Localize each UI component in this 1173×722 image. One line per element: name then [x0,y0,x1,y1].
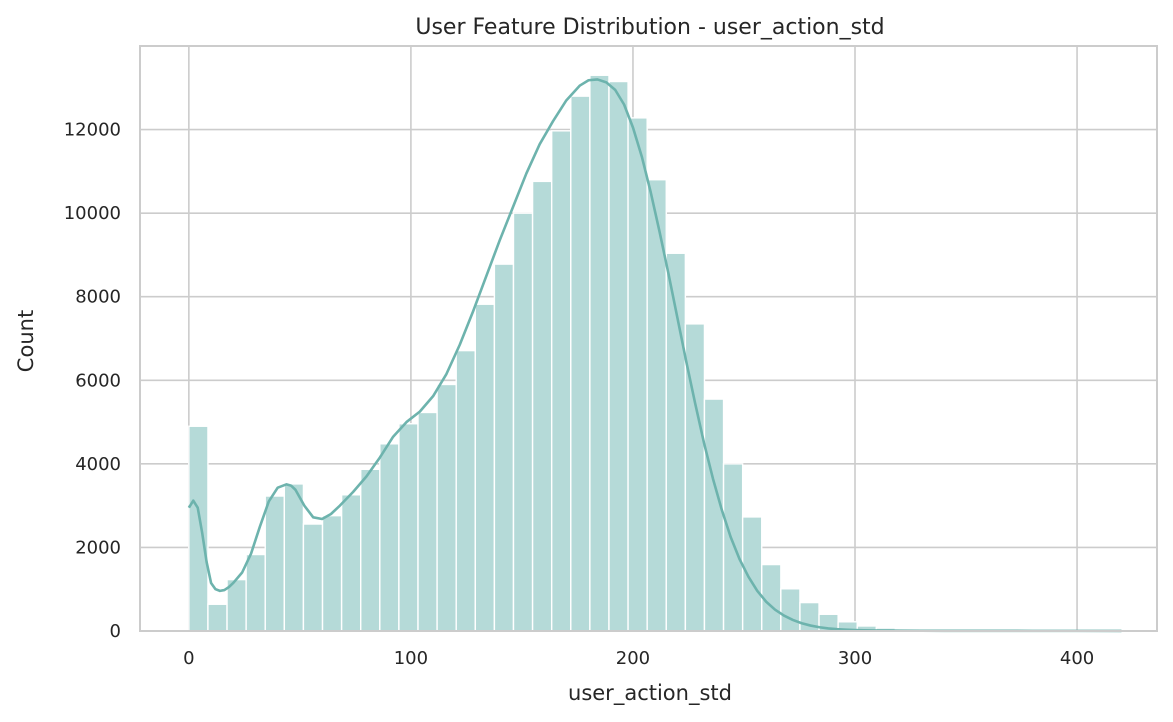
x-axis-label: user_action_std [568,681,732,706]
x-tick-label: 200 [616,648,650,669]
histogram-bar [207,603,228,632]
y-tick-label: 10000 [64,203,121,224]
histogram-bar [455,349,476,632]
histogram-bar [531,180,553,632]
histogram-bar [493,263,515,632]
histogram-bar [474,303,496,632]
histogram-bar [245,553,266,632]
y-tick-labels: 0 2000 4000 6000 8000 10000 12000 [64,120,121,642]
histogram-bar [608,80,629,632]
histogram-bar [570,95,591,632]
y-tick-label: 4000 [75,454,121,475]
y-tick-label: 0 [110,621,121,642]
y-tick-label: 6000 [75,370,121,391]
histogram-bar [379,443,400,632]
plot-frame [139,45,1158,632]
histogram-bar [264,495,286,632]
y-tick-label: 8000 [75,287,121,308]
histogram-bar [360,468,381,632]
x-tick-labels: 0 100 200 300 400 [183,648,1094,669]
histogram-bar [436,383,457,632]
y-tick-label: 2000 [75,537,121,558]
chart-title: User Feature Distribution - user_action_… [415,15,884,40]
histogram-bar [589,74,610,632]
x-tick-label: 300 [838,648,872,669]
histogram-bar [340,494,362,632]
y-tick-label: 12000 [64,120,121,141]
kde-curve [187,78,1122,633]
histogram-bar [780,588,801,632]
histogram-bar [722,463,744,632]
histogram-bar [398,423,419,632]
histogram-bar [512,212,534,632]
histogram-bar [188,425,209,632]
y-axis-label: Count [14,310,38,372]
histogram-bar [550,130,572,632]
histogram-bar [302,523,324,632]
x-tick-label: 400 [1060,648,1094,669]
x-tick-label: 100 [394,648,428,669]
histogram-bar [627,117,648,632]
x-tick-label: 0 [183,648,194,669]
histogram-bar [703,398,725,632]
histogram-bar [741,516,763,632]
histogram-bar [283,483,305,632]
histogram-bar [321,514,343,632]
histogram-bar [417,411,438,632]
